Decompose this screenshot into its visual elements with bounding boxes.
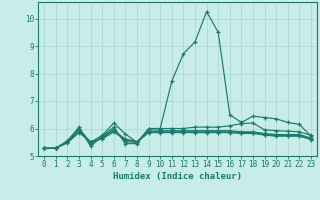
X-axis label: Humidex (Indice chaleur): Humidex (Indice chaleur) — [113, 172, 242, 181]
